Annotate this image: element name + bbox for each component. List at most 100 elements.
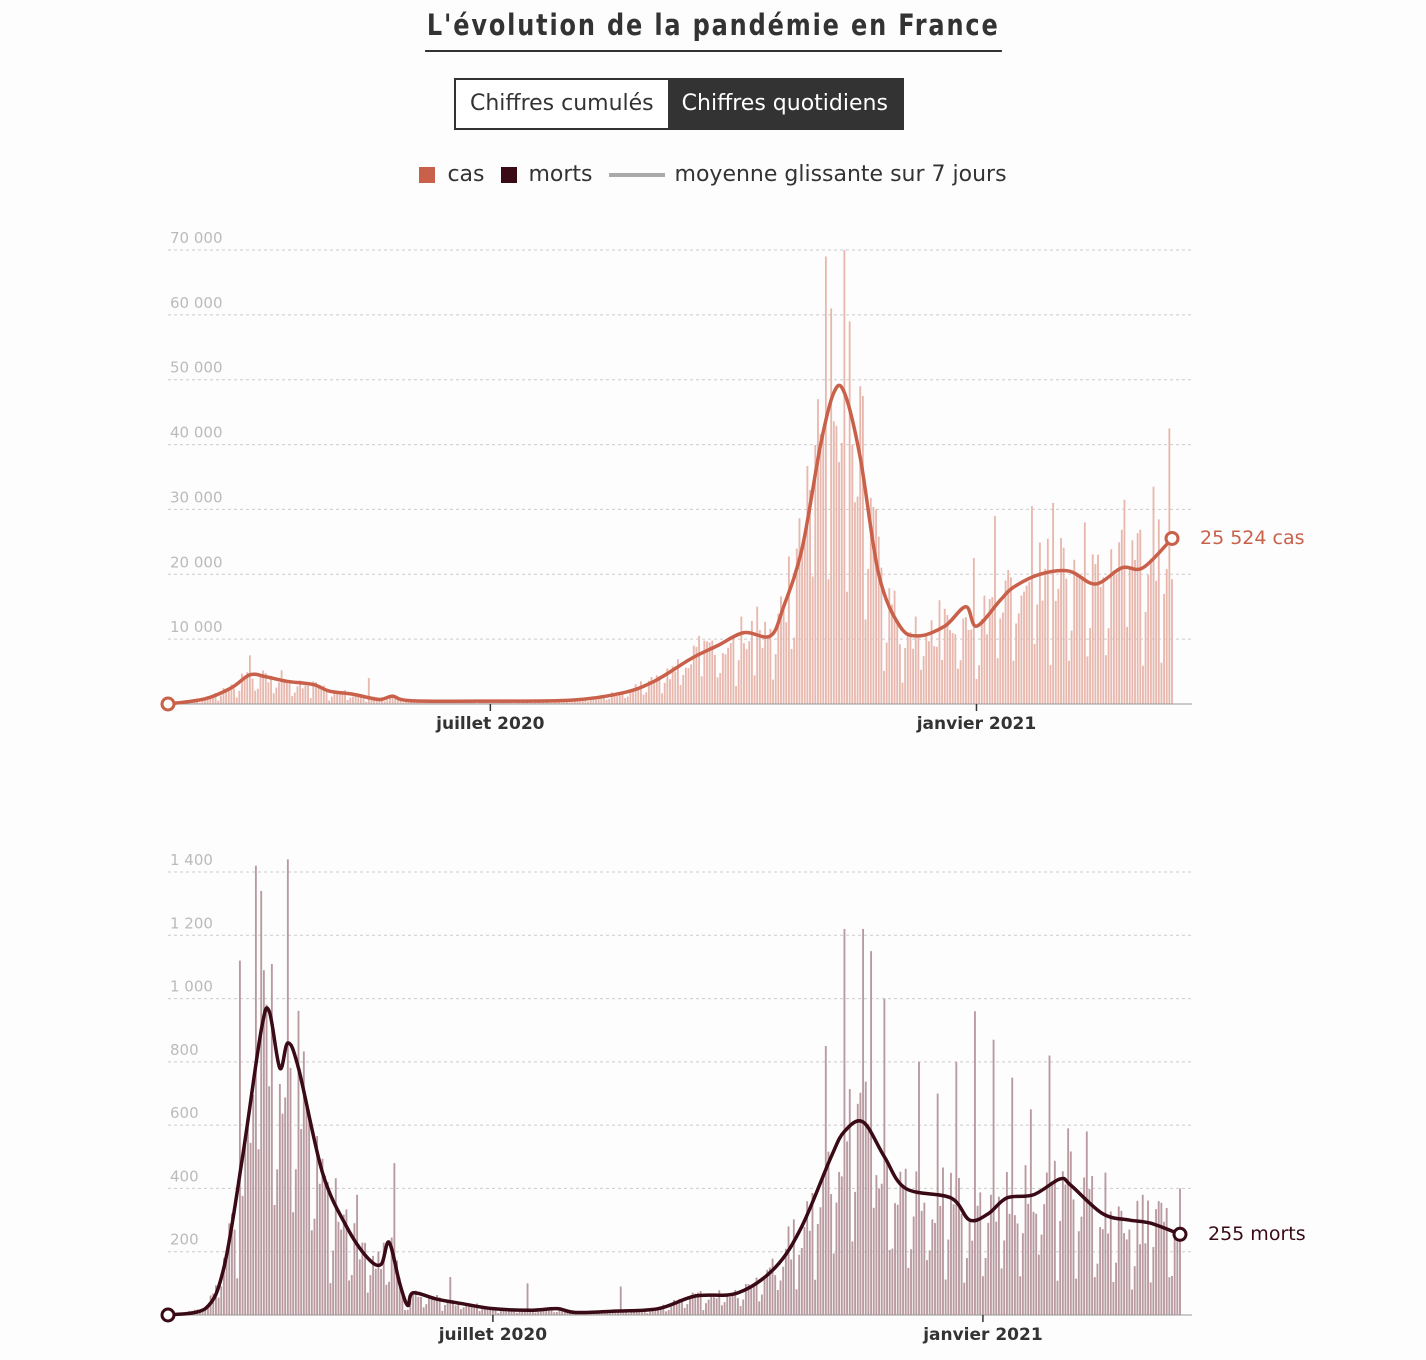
- cases-bar: [206, 696, 209, 704]
- cases-bar: [1147, 575, 1150, 704]
- deaths-y-tick-label: 400: [170, 1167, 199, 1185]
- cases-bar: [550, 702, 553, 704]
- cases-bar: [280, 670, 283, 704]
- deaths-bar: [736, 1298, 739, 1315]
- deaths-bar: [449, 1277, 452, 1315]
- cases-bar: [975, 679, 978, 704]
- deaths-bar: [382, 1242, 385, 1315]
- deaths-bar: [936, 1093, 939, 1315]
- deaths-bar: [800, 1247, 803, 1315]
- deaths-bar: [728, 1296, 731, 1315]
- cases-bar: [793, 637, 796, 704]
- cases-bar: [320, 687, 323, 704]
- deaths-bar: [1035, 1213, 1038, 1315]
- deaths-bar: [824, 1046, 827, 1315]
- deaths-bar: [1149, 1282, 1152, 1315]
- cases-bar: [898, 644, 901, 704]
- deaths-bar: [1147, 1200, 1149, 1315]
- cases-bar: [901, 682, 904, 704]
- cases-bar: [988, 599, 991, 704]
- cases-bar: [909, 632, 912, 704]
- cases-bar: [809, 489, 811, 704]
- cases-bar: [618, 693, 621, 704]
- cases-bar: [1168, 428, 1171, 704]
- cases-bar: [743, 643, 745, 704]
- deaths-bar: [217, 1297, 220, 1315]
- deaths-bar: [1016, 1223, 1019, 1315]
- deaths-bar: [851, 1241, 854, 1315]
- deaths-end-marker: [1172, 1226, 1188, 1242]
- deaths-bar: [215, 1285, 217, 1315]
- deaths-bar: [1053, 1160, 1056, 1315]
- cases-y-tick-label: 70 000: [170, 229, 223, 247]
- deaths-bar: [707, 1299, 710, 1315]
- deaths-bar: [755, 1277, 758, 1315]
- cases-bar: [632, 691, 634, 704]
- deaths-bar: [499, 1311, 502, 1315]
- deaths-bar: [380, 1269, 382, 1315]
- cases-bar: [317, 686, 320, 704]
- deaths-bar: [515, 1312, 518, 1315]
- toggle-daily-button[interactable]: Chiffres quotidiens: [667, 80, 902, 128]
- deaths-bar: [225, 1251, 228, 1315]
- cases-bar: [867, 568, 870, 704]
- deaths-bar: [385, 1284, 388, 1315]
- deaths-bar: [952, 1204, 955, 1315]
- cases-bar: [399, 698, 402, 704]
- deaths-bar: [518, 1311, 521, 1315]
- cases-bar: [571, 702, 574, 704]
- cases-bar: [994, 515, 996, 704]
- cases-bar: [684, 667, 687, 704]
- deaths-bar: [574, 1313, 577, 1315]
- deaths-bar: [462, 1307, 465, 1315]
- legend-line-average: [608, 172, 665, 177]
- deaths-bar: [273, 1204, 276, 1315]
- cases-bar: [708, 642, 711, 704]
- cases-bar: [1007, 570, 1010, 704]
- deaths-x-tick-label: janvier 2021: [922, 1325, 1042, 1345]
- cases-bar: [780, 596, 782, 704]
- cases-bar: [1062, 547, 1065, 704]
- cases-bar: [682, 674, 685, 704]
- deaths-bar: [1064, 1184, 1067, 1315]
- deaths-bar: [926, 1260, 928, 1315]
- deaths-bar: [262, 970, 265, 1315]
- deaths-bar: [212, 1293, 215, 1315]
- cases-bar: [811, 576, 814, 704]
- deaths-bar: [1115, 1262, 1118, 1315]
- deaths-bar: [473, 1305, 476, 1315]
- deaths-bar: [947, 1239, 950, 1315]
- deaths-bar: [1021, 1233, 1024, 1315]
- cases-bar: [589, 699, 592, 704]
- deaths-bar: [1131, 1289, 1133, 1315]
- toggle-cumulative-button[interactable]: Chiffres cumulés: [456, 80, 668, 128]
- deaths-bar: [353, 1223, 356, 1315]
- deaths-bar: [840, 1176, 843, 1315]
- deaths-bar: [856, 1103, 859, 1315]
- deaths-bar: [310, 1230, 313, 1315]
- cases-bar: [732, 636, 735, 704]
- deaths-bar: [641, 1310, 643, 1315]
- deaths-bar: [270, 964, 273, 1315]
- cases-bar: [389, 698, 391, 704]
- deaths-bar: [899, 1171, 902, 1315]
- deaths-bar: [830, 1194, 833, 1315]
- deaths-bar: [995, 1221, 998, 1315]
- deaths-x-tick-label: juillet 2020: [438, 1325, 547, 1345]
- cases-bar: [375, 698, 378, 704]
- cases-bar: [991, 597, 994, 704]
- deaths-bar: [1139, 1244, 1141, 1315]
- deaths-bar: [534, 1312, 537, 1315]
- deaths-bar: [705, 1303, 707, 1315]
- deaths-moving-average-line: [167, 1006, 1181, 1317]
- cases-bar: [534, 701, 537, 704]
- cases-bar: [1152, 486, 1155, 704]
- deaths-bar: [867, 1124, 870, 1315]
- cases-bar: [835, 425, 838, 704]
- deaths-bar: [406, 1309, 409, 1315]
- cases-bar: [201, 700, 204, 704]
- cases-bar: [817, 399, 819, 704]
- deaths-bar: [907, 1267, 910, 1315]
- cases-bar: [851, 444, 854, 704]
- cases-bar: [822, 426, 825, 704]
